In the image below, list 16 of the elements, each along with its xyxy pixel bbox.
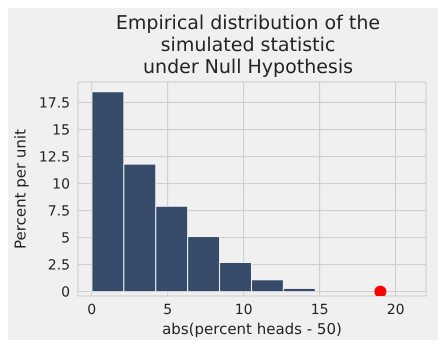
x-tick-label: 0 xyxy=(87,302,96,318)
y-tick-label: 17.5 xyxy=(38,96,70,112)
x-tick-label: 10 xyxy=(234,302,253,318)
x-tick-label: 20 xyxy=(386,302,405,318)
y-tick-label: 0 xyxy=(61,284,70,301)
x-axis-title: abs(percent heads - 50) xyxy=(162,320,342,338)
y-axis-title: Percent per unit xyxy=(11,128,30,249)
y-tick-label: 5 xyxy=(61,230,70,247)
chart-title: Empirical distribution of the simulated statistic under Null Hypothesis xyxy=(114,11,382,78)
y-tick-label: 10 xyxy=(52,176,70,193)
x-tick-label: 5 xyxy=(163,302,172,318)
y-tick-label: 7.5 xyxy=(48,204,70,220)
y-tick-label: 2.5 xyxy=(48,258,70,274)
y-tick-label: 12.5 xyxy=(38,150,70,166)
y-tick-label: 15 xyxy=(52,122,70,139)
x-tick-label: 15 xyxy=(310,302,329,318)
